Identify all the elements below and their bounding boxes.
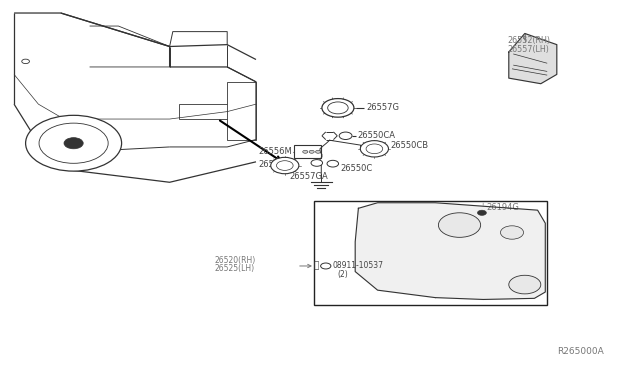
Text: 26557GA: 26557GA [289,172,328,181]
Circle shape [316,150,321,153]
Circle shape [477,210,486,215]
Text: 26525(LH): 26525(LH) [214,264,255,273]
Circle shape [26,115,122,171]
Text: 26550C: 26550C [340,164,372,173]
Text: 26557G: 26557G [366,103,399,112]
Circle shape [22,59,29,64]
Circle shape [309,150,314,153]
Circle shape [321,263,331,269]
Text: 26556M: 26556M [258,147,292,156]
Text: 26550CA: 26550CA [357,131,395,140]
Text: 26194G: 26194G [486,203,519,212]
Text: 26550CB: 26550CB [390,141,429,150]
Circle shape [509,275,541,294]
Circle shape [303,150,308,153]
Text: (2): (2) [337,270,348,279]
FancyBboxPatch shape [314,201,547,305]
Circle shape [39,123,108,163]
Text: 26555C: 26555C [259,160,291,169]
Circle shape [438,213,481,237]
Circle shape [322,99,354,117]
Text: 26520(RH): 26520(RH) [214,256,255,265]
Circle shape [64,138,83,149]
Text: 26552(RH): 26552(RH) [508,36,550,45]
Circle shape [339,132,352,140]
Circle shape [328,102,348,114]
Circle shape [276,161,293,170]
FancyBboxPatch shape [294,145,321,158]
Text: R265000A: R265000A [557,347,604,356]
Polygon shape [509,33,557,84]
Circle shape [360,141,388,157]
FancyBboxPatch shape [179,104,237,119]
Circle shape [500,226,524,239]
Text: 08911-10537: 08911-10537 [332,262,383,270]
Circle shape [327,160,339,167]
Polygon shape [355,203,545,299]
FancyBboxPatch shape [227,82,256,140]
Text: Ⓝ: Ⓝ [314,262,319,270]
Circle shape [271,157,299,174]
Circle shape [311,160,323,166]
Circle shape [366,144,383,154]
Text: 26557(LH): 26557(LH) [508,45,549,54]
